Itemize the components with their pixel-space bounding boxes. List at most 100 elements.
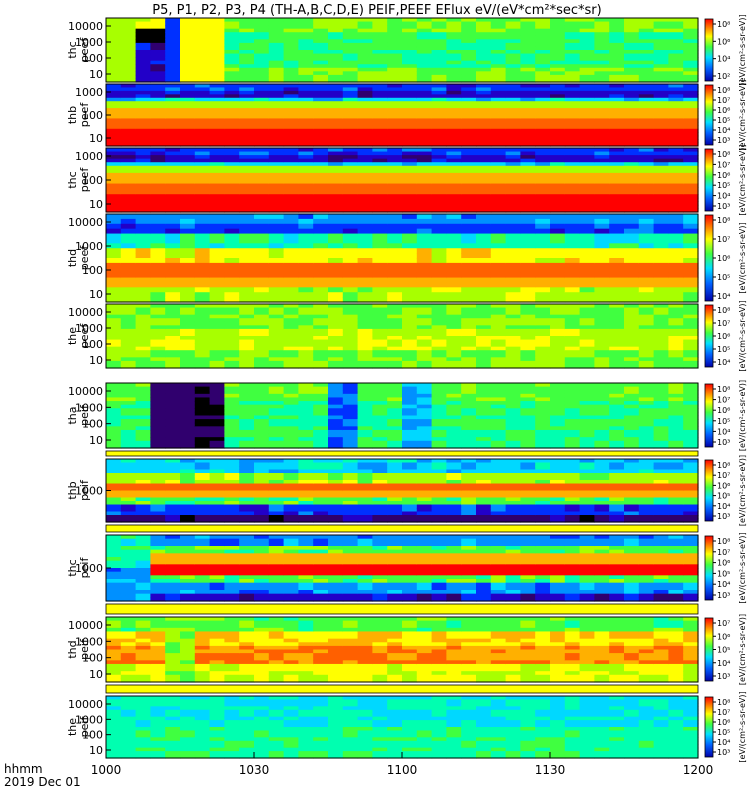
heatmap-cell: [194, 78, 211, 83]
heatmap-cell: [683, 128, 699, 133]
heatmap-cell: [150, 243, 166, 249]
heatmap-cell: [254, 162, 270, 167]
heatmap-cell: [313, 346, 329, 351]
heatmap-cell: [313, 142, 329, 147]
heatmap-cell: [564, 90, 581, 95]
heatmap-cell: [564, 228, 581, 235]
heatmap-cell: [209, 132, 225, 137]
heatmap-cell: [209, 104, 225, 109]
heatmap-cell: [520, 350, 536, 355]
heatmap-cell: [624, 204, 640, 210]
heatmap-cell: [224, 437, 240, 442]
heatmap-cell: [402, 328, 418, 334]
heatmap-cell: [402, 84, 418, 89]
heatmap-cell: [298, 287, 314, 293]
heatmap-cell: [446, 339, 462, 344]
heatmap-cell: [461, 78, 477, 83]
heatmap-cell: [268, 253, 285, 259]
heatmap-cell: [268, 490, 285, 495]
heatmap-cell: [313, 487, 329, 492]
heatmap-cell: [624, 139, 640, 144]
heatmap-cell: [505, 419, 521, 424]
heatmap-cell: [268, 155, 285, 160]
heatmap-cell: [328, 135, 344, 140]
heatmap-cell: [653, 444, 669, 449]
heatmap-cell: [476, 487, 492, 492]
heatmap-cell: [298, 118, 314, 123]
heatmap-cell: [150, 346, 166, 351]
heatmap-cell: [106, 108, 122, 113]
heatmap-cell: [387, 169, 403, 174]
heatmap-cell: [106, 201, 122, 206]
heatmap-cell: [239, 151, 255, 156]
heatmap-cell: [402, 148, 418, 153]
heatmap-cell: [535, 357, 551, 362]
heatmap-cell: [135, 248, 151, 254]
heatmap-cell: [180, 67, 196, 72]
heatmap-cell: [535, 204, 551, 210]
heatmap-cell: [313, 187, 329, 192]
heatmap-cell: [357, 433, 373, 438]
heatmap-cell: [209, 135, 225, 140]
heatmap-cell: [668, 343, 684, 348]
heatmap-cell: [224, 201, 240, 206]
heatmap-cell: [342, 71, 359, 76]
heatmap-cell: [564, 393, 581, 399]
heatmap-cell: [431, 253, 447, 259]
heatmap-cell: [135, 142, 151, 147]
heatmap-cell: [416, 490, 433, 495]
heatmap-cell: [224, 165, 240, 170]
heatmap-cell: [594, 172, 610, 178]
heatmap-cell: [416, 483, 433, 488]
heatmap-cell: [668, 422, 684, 427]
heatmap-cell: [476, 504, 492, 509]
heatmap-cell: [431, 39, 447, 44]
heatmap-cell: [150, 233, 166, 240]
heatmap-cell: [298, 67, 314, 72]
heatmap-cell: [313, 18, 329, 23]
heatmap-cell: [564, 187, 581, 192]
heatmap-cell: [490, 332, 507, 337]
heatmap-cell: [505, 469, 521, 474]
heatmap-cell: [120, 71, 137, 76]
heatmap-cell: [564, 325, 581, 330]
heatmap-cell: [476, 440, 492, 445]
y-tick-label: 100: [82, 338, 103, 351]
heatmap-cell: [535, 429, 551, 435]
heatmap-cell: [550, 422, 566, 427]
heatmap-cell: [579, 401, 595, 406]
heatmap-cell: [490, 429, 507, 435]
heatmap-cell: [328, 480, 344, 485]
heatmap-cell: [594, 218, 610, 225]
heatmap-cell: [402, 139, 418, 144]
heatmap-cell: [224, 325, 240, 330]
heatmap-cell: [416, 325, 433, 330]
heatmap-cell: [106, 292, 122, 298]
heatmap-cell: [342, 57, 359, 62]
heatmap-cell: [653, 360, 669, 366]
heatmap-cell: [431, 35, 447, 40]
heatmap-cell: [416, 393, 433, 399]
heatmap-cell: [283, 469, 299, 474]
heatmap-cell: [298, 64, 314, 69]
heatmap-cell: [431, 462, 447, 467]
heatmap-cell: [106, 483, 122, 488]
heatmap-cell: [165, 518, 181, 523]
heatmap-cell: [239, 444, 255, 449]
heatmap-cell: [638, 197, 655, 202]
heatmap-cell: [150, 125, 166, 130]
heatmap-cell: [520, 84, 536, 89]
heatmap-cell: [209, 67, 225, 72]
heatmap-cell: [668, 21, 684, 26]
heatmap-cell: [150, 238, 166, 244]
heatmap-cell: [106, 336, 122, 341]
heatmap-cell: [431, 258, 447, 264]
heatmap-cell: [372, 25, 388, 30]
heatmap-cell: [268, 336, 285, 341]
heatmap-cell: [431, 357, 447, 362]
heatmap-cell: [298, 339, 314, 344]
heatmap-cell: [416, 94, 433, 99]
heatmap-cell: [120, 462, 137, 467]
heatmap-cell: [520, 339, 536, 344]
heatmap-cell: [298, 204, 314, 210]
